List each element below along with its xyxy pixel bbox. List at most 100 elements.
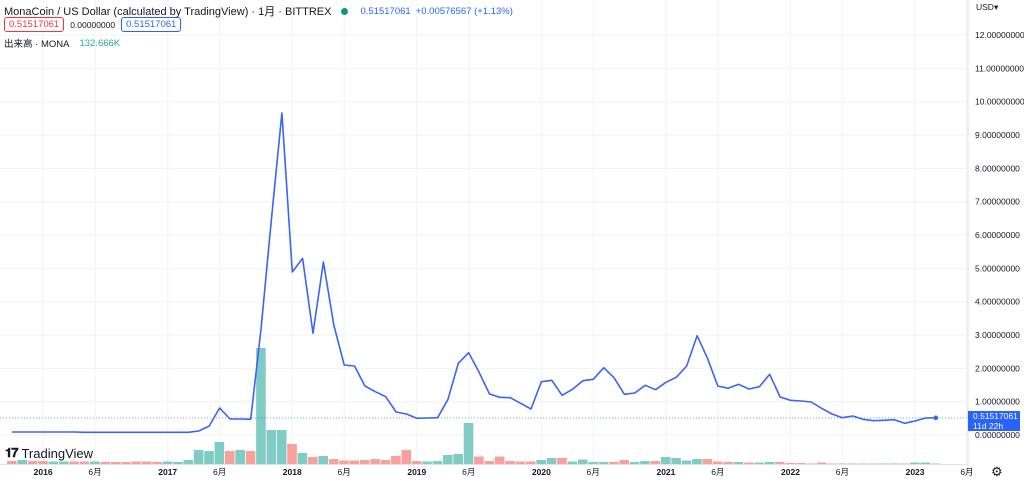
volume-bar	[69, 461, 79, 464]
volume-bar	[526, 461, 536, 464]
volume-bar	[401, 450, 412, 464]
market-status-icon	[341, 7, 349, 15]
volume-bar	[349, 460, 360, 464]
volume-bar	[588, 462, 598, 464]
legend-title-row: MonaCoin / US Dollar (calculated by Trad…	[4, 3, 513, 19]
price-axis[interactable]: 12.00000000 11.00000000 10.00000000 9.00000…	[975, 30, 1024, 440]
time-tick-label: 6月	[711, 467, 724, 477]
currency-selector[interactable]: USD▾	[976, 2, 999, 12]
volume-bar	[183, 460, 194, 464]
volume-bar	[505, 461, 515, 464]
volume-bar	[868, 463, 879, 464]
price-tick-label: 11.00000000	[975, 63, 1024, 73]
volume-bar	[235, 450, 245, 464]
symbol-title[interactable]: MonaCoin / US Dollar (calculated by Trad…	[4, 6, 332, 18]
time-tick-label: 6月	[213, 467, 226, 477]
logo-text: TradingView	[21, 445, 94, 461]
volume-bar	[173, 462, 183, 464]
volume-bar	[58, 461, 69, 464]
volume-bar	[432, 461, 443, 464]
volume-bar	[90, 461, 100, 464]
volume-bar	[245, 451, 256, 464]
volume-bar	[214, 442, 225, 464]
volume-bar	[650, 461, 661, 464]
volume-bar	[837, 463, 847, 464]
volume-bar	[370, 459, 380, 464]
price-tick-label: 9.00000000	[975, 130, 1020, 140]
time-tick-label: 2019	[407, 467, 426, 477]
time-tick-label: 2021	[656, 467, 675, 477]
volume-bar	[266, 430, 277, 464]
volume-bar	[910, 462, 920, 464]
volume-bar	[567, 461, 578, 464]
volume-bar	[463, 423, 474, 464]
volume-bar	[640, 461, 650, 464]
trade-row: 0.51517061 0.00000000 0.51517061	[4, 17, 182, 32]
volume-bar	[629, 462, 640, 464]
volume-bar	[38, 461, 48, 464]
volume-bar	[121, 462, 131, 464]
volume-bar	[494, 456, 505, 464]
last-price-dot	[933, 415, 939, 421]
volume-value: 132.666K	[79, 37, 121, 49]
volume-bar	[536, 460, 546, 464]
volume-bar	[609, 462, 619, 464]
volume-bar	[79, 461, 90, 464]
volume-bar	[484, 461, 495, 464]
volume-bar	[110, 462, 121, 464]
price-tick-label: 10.00000000	[975, 97, 1024, 107]
price-tick-label: 2.00000000	[975, 363, 1020, 373]
volume-bar	[681, 460, 692, 464]
time-tick-label: 6月	[587, 467, 600, 477]
volume-bar	[7, 461, 17, 464]
price-tick-label: 5.00000000	[975, 263, 1020, 273]
volume-bar	[577, 459, 588, 464]
volume-bar	[48, 461, 59, 464]
volume-bar	[224, 451, 235, 464]
volume-bar	[785, 463, 796, 464]
buy-button[interactable]: 0.51517061	[121, 17, 182, 32]
volume-bar	[308, 457, 318, 464]
volume-bar	[671, 458, 681, 464]
volume-bar	[411, 461, 422, 464]
price-tick-label: 12.00000000	[975, 30, 1024, 40]
volume-bar	[100, 462, 111, 464]
time-tick-label: 2018	[283, 467, 302, 477]
bar-countdown: 11d 22h	[973, 420, 1004, 431]
volume-bar	[920, 462, 931, 464]
volume-bar	[619, 460, 630, 464]
sell-button[interactable]: 0.51517061	[4, 17, 65, 32]
tradingview-logo[interactable]: 𝟏𝟕 TradingView	[5, 445, 93, 461]
volume-bar	[557, 458, 567, 464]
tradingview-logo-icon: 𝟏𝟕	[5, 445, 19, 460]
volume-bar	[380, 460, 391, 464]
volume-bars	[7, 348, 941, 464]
volume-bar	[297, 453, 308, 464]
last-price: 0.51517061	[360, 5, 411, 17]
volume-label[interactable]: 出来高 · MONA	[4, 39, 70, 50]
volume-bar	[795, 463, 806, 464]
time-tick-label: 2016	[34, 467, 53, 477]
volume-bar	[162, 461, 173, 464]
volume-bar	[733, 462, 744, 464]
time-tick-label: 6月	[462, 467, 475, 477]
grid-lines	[0, 0, 968, 464]
volume-legend: 出来高 · MONA 132.666K	[4, 36, 121, 51]
volume-bar	[141, 461, 152, 464]
volume-bar	[328, 459, 339, 464]
volume-bar	[453, 454, 463, 464]
volume-bar	[692, 459, 702, 464]
volume-bar	[391, 456, 401, 464]
volume-bar	[743, 462, 754, 464]
last-price-tag: 0.51517061 11d 22h	[968, 411, 1020, 431]
price-tick-label: 4.00000000	[975, 297, 1020, 307]
price-tick-label: 1.00000000	[975, 397, 1020, 407]
volume-bar	[598, 462, 609, 464]
volume-bar	[152, 462, 162, 464]
volume-bar	[930, 463, 941, 464]
volume-bar	[878, 463, 889, 464]
volume-bar	[339, 460, 349, 464]
gear-icon[interactable]: ⚙	[991, 464, 1003, 479]
time-axis[interactable]: 2016 6月 2017 6月 2018 6月 2019 6月 2020 6月 2021 6月 2022…	[34, 467, 974, 477]
